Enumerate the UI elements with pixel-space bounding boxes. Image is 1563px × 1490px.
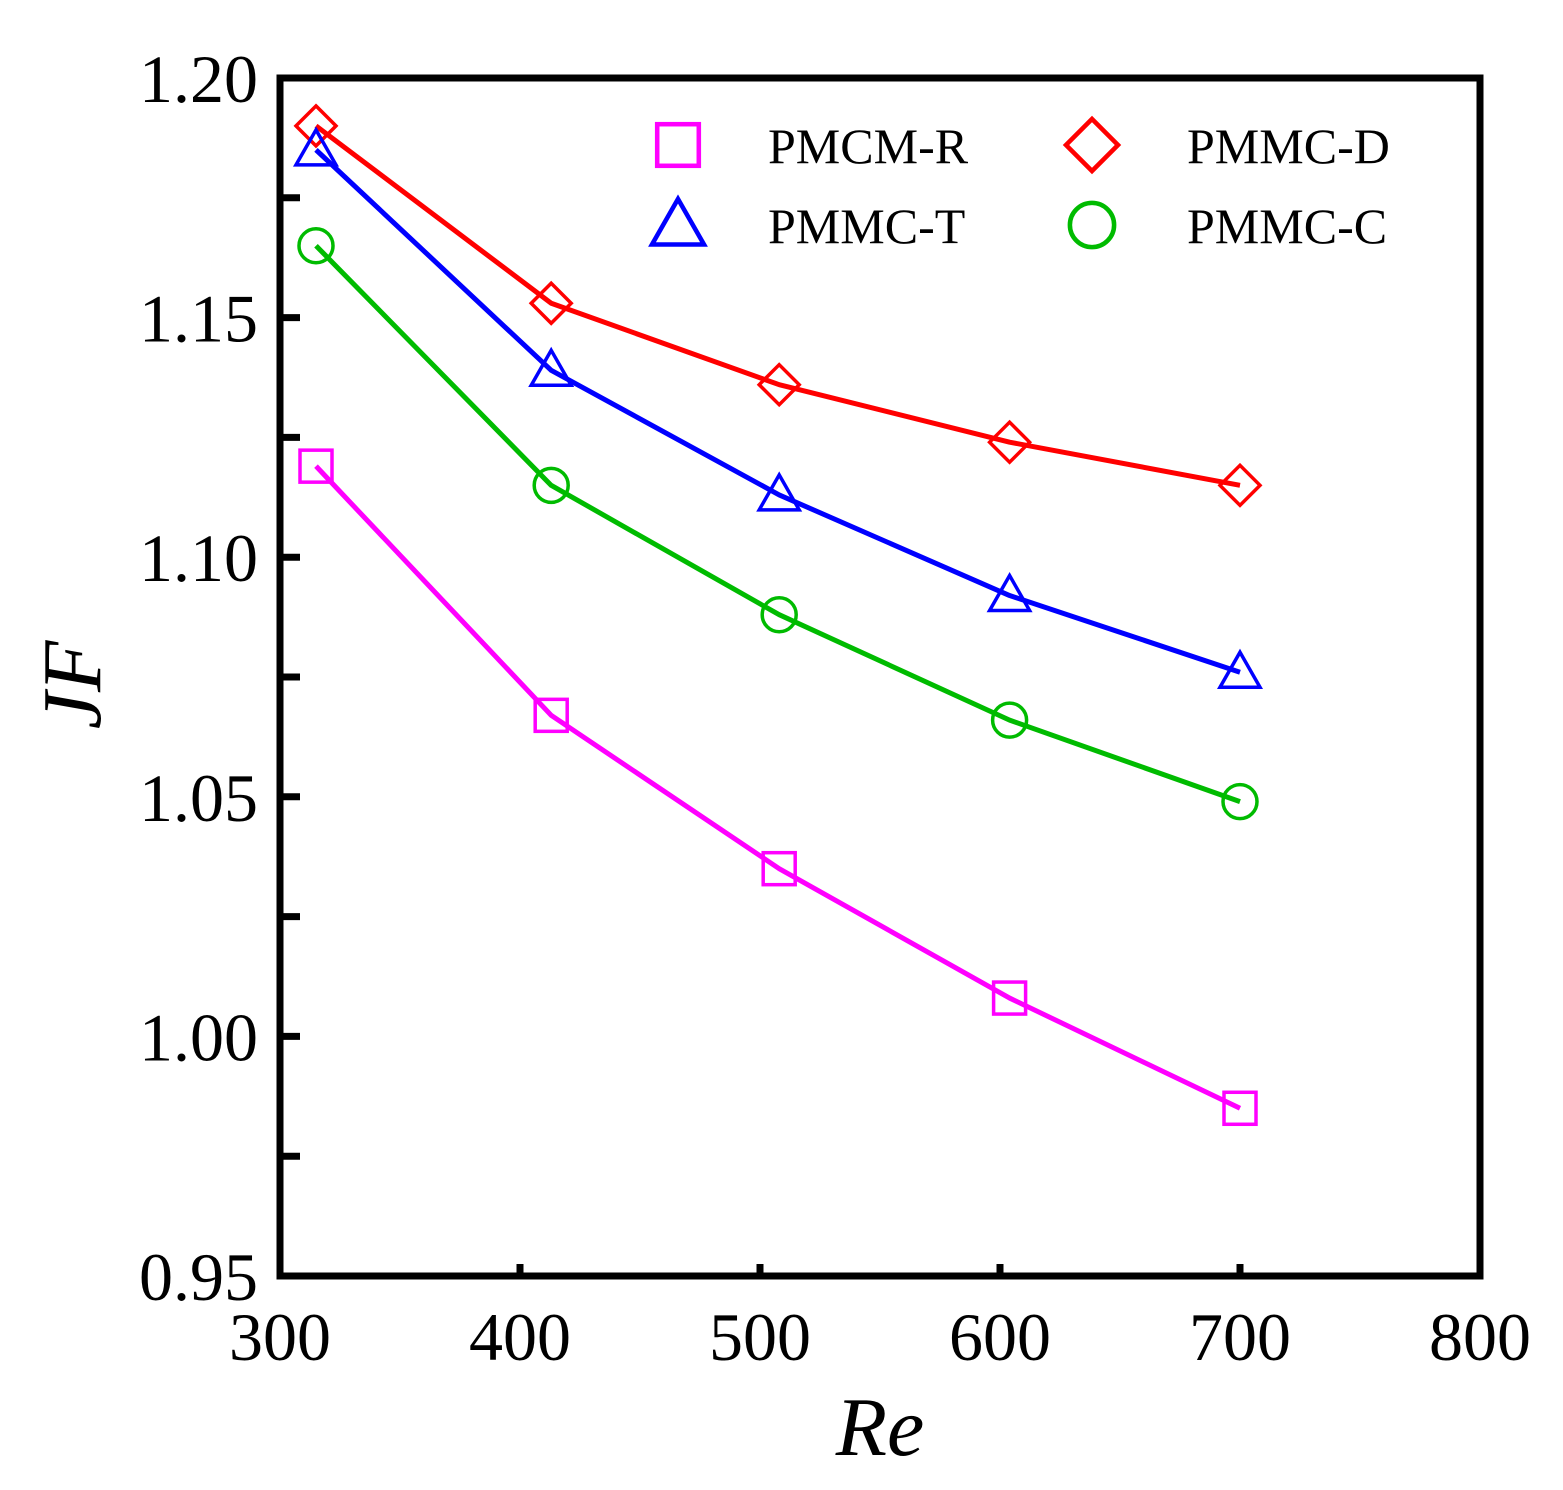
- data-point-pmmc-c: [1221, 782, 1259, 821]
- legend-marker-pmmc-d: [1062, 115, 1122, 175]
- legend-item-pmmc-d: PMMC-D: [1062, 115, 1390, 175]
- legend-marker-pmmc-c: [1067, 200, 1117, 250]
- data-point-pmcm-r: [991, 980, 1028, 1016]
- series-lines: [314, 123, 1242, 1111]
- y-tick-label: 0.95: [139, 1239, 258, 1315]
- data-point-pmmc-t: [986, 572, 1033, 613]
- series-markers: [292, 103, 1264, 1127]
- series-line-pmmc-t: [314, 148, 1241, 675]
- data-point-pmmc-d: [1217, 462, 1263, 508]
- data-point-pmmc-t: [756, 471, 803, 512]
- legend: PMCM-R PMMC-D PMMC-T PMMC-C: [648, 115, 1390, 254]
- legend-item-pmcm-r: PMCM-R: [654, 118, 969, 174]
- series-line-pmcm-r: [314, 464, 1242, 1111]
- y-tick-labels: 0.95 1.00 1.05 1.10 1.15 1.20: [139, 41, 258, 1315]
- x-tick-label: 700: [1189, 1299, 1291, 1375]
- x-axis-title: Re: [835, 1381, 925, 1474]
- legend-marker-pmcm-r: [654, 121, 702, 169]
- legend-item-pmmc-t: PMMC-T: [648, 194, 965, 254]
- legend-label: PMCM-R: [768, 118, 969, 174]
- data-point-pmcm-r: [761, 850, 797, 887]
- legend-marker-pmmc-t: [648, 194, 708, 247]
- data-point-pmmc-c: [760, 595, 798, 634]
- y-tick-label: 1.20: [139, 41, 258, 117]
- x-tick-label: 800: [1429, 1299, 1531, 1375]
- data-point-pmmc-c: [990, 701, 1029, 739]
- data-point-pmmc-d: [528, 280, 574, 326]
- data-point-pmmc-t: [292, 126, 340, 167]
- data-point-pmmc-d: [293, 103, 339, 149]
- data-point-pmmc-d: [756, 362, 802, 408]
- x-tick-label: 300: [229, 1299, 331, 1375]
- legend-label: PMMC-C: [1187, 198, 1387, 254]
- y-tick-label: 1.05: [139, 760, 258, 836]
- y-tick-label: 1.10: [139, 520, 258, 596]
- y-tick-label: 1.15: [139, 281, 258, 357]
- data-point-pmmc-d: [987, 419, 1033, 465]
- series-line-pmmc-c: [314, 243, 1241, 804]
- y-tick-label: 1.00: [139, 999, 258, 1075]
- legend-label: PMMC-T: [768, 198, 965, 254]
- x-tick-label: 600: [949, 1299, 1051, 1375]
- y-axis-title: JF: [26, 639, 119, 729]
- data-point-pmcm-r: [1222, 1090, 1258, 1127]
- data-point-pmcm-r: [298, 448, 334, 484]
- x-tick-labels: 300 400 500 600 700 800: [229, 1299, 1531, 1375]
- x-tick-label: 400: [469, 1299, 571, 1375]
- plot-frame: [276, 74, 1484, 1280]
- x-tick-label: 500: [709, 1299, 811, 1375]
- data-point-pmmc-t: [528, 346, 575, 388]
- data-point-pmcm-r: [533, 697, 569, 734]
- data-point-pmmc-c: [297, 226, 335, 265]
- legend-label: PMMC-D: [1187, 118, 1390, 174]
- legend-item-pmmc-c: PMMC-C: [1067, 198, 1387, 254]
- axis-ticks: [280, 194, 1244, 1276]
- data-point-pmmc-c: [532, 466, 570, 505]
- series-line-pmmc-d: [314, 123, 1241, 488]
- data-point-pmmc-t: [1216, 648, 1264, 689]
